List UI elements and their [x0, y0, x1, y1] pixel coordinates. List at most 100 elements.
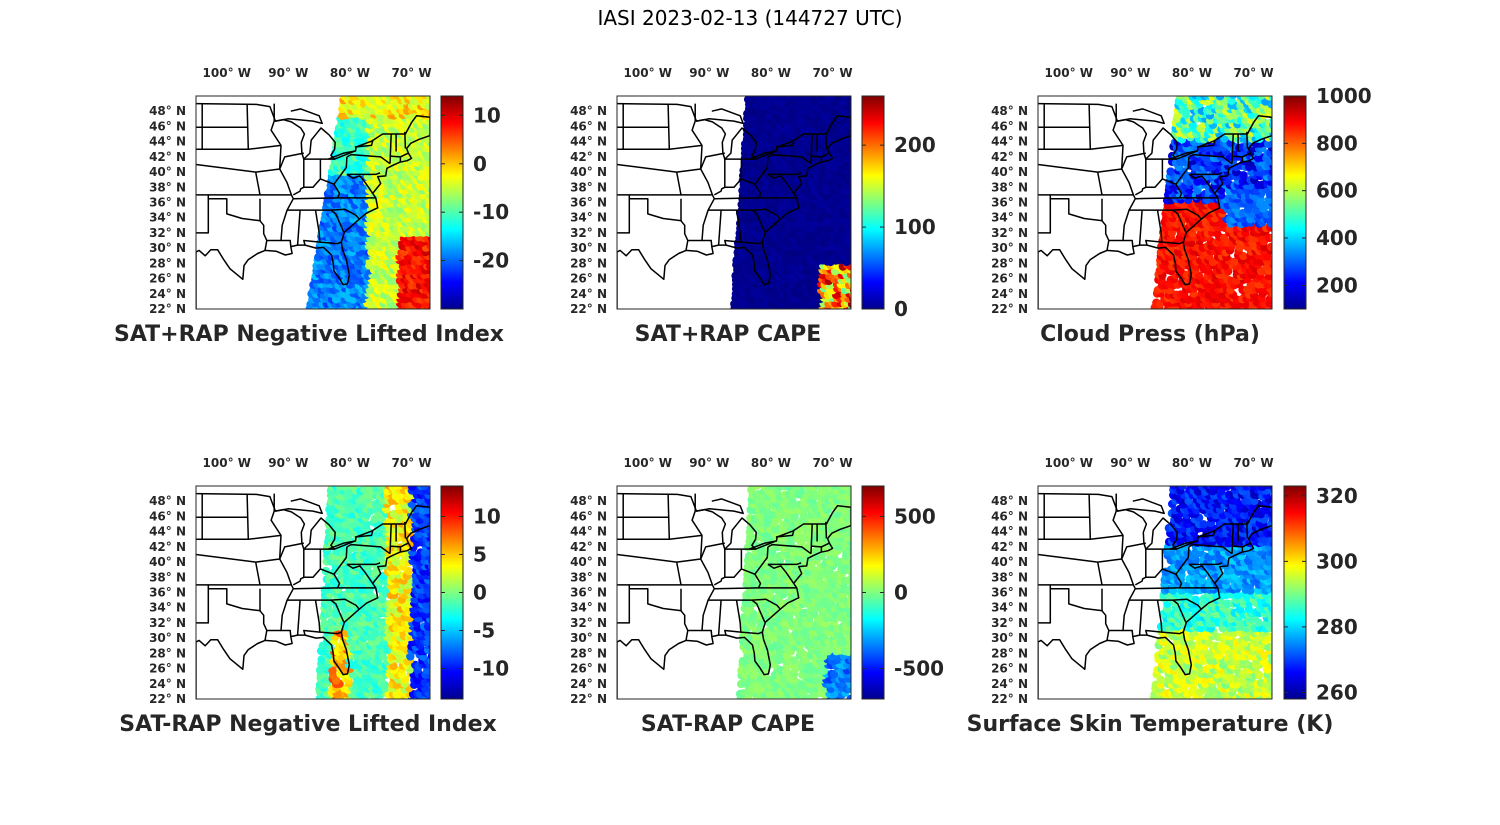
- data-point: [1192, 309, 1200, 317]
- boundary-line: [330, 209, 345, 233]
- colorbar: [1283, 95, 1307, 310]
- lat-tick-label: 28° N: [149, 646, 186, 660]
- boundary-line: [196, 584, 210, 624]
- data-point: [1269, 121, 1272, 130]
- lat-tick-label: 26° N: [570, 272, 607, 286]
- boundary-line: [208, 197, 261, 222]
- boundary-line: [1188, 173, 1216, 194]
- boundary-line: [333, 573, 341, 589]
- data-point: [363, 699, 371, 707]
- boundary-line: [196, 194, 376, 200]
- lat-tick-label: 34° N: [991, 211, 1028, 225]
- boundary-line: [330, 599, 345, 623]
- boundary-line: [825, 131, 828, 149]
- state-boundaries: [196, 102, 430, 309]
- boundary-line: [775, 140, 795, 148]
- boundary-line: [1117, 108, 1165, 125]
- panel-title: Cloud Press (hPa): [1040, 322, 1260, 347]
- lat-tick-label: 32° N: [991, 226, 1028, 240]
- colorbar-tick-label: 600: [1316, 179, 1358, 203]
- boundary-line: [346, 563, 374, 584]
- boundary-line: [196, 144, 282, 151]
- boundary-line: [275, 108, 323, 125]
- boundary-line: [346, 543, 391, 555]
- data-point: [328, 666, 337, 675]
- data-point: [382, 698, 386, 699]
- boundary-line: [751, 209, 766, 233]
- data-point: [332, 609, 341, 619]
- boundary-line: [1112, 103, 1135, 196]
- data-point: [848, 309, 856, 317]
- lat-tick-label: 44° N: [570, 135, 607, 149]
- boundary-line: [708, 208, 781, 220]
- data-point: [739, 308, 743, 309]
- lon-tick-label: 100° W: [1045, 66, 1093, 80]
- data-point: [348, 486, 357, 490]
- lat-tick-label: 40° N: [149, 555, 186, 569]
- boundary-line: [354, 530, 374, 538]
- boundary-line: [667, 127, 671, 150]
- lat-tick-label: 30° N: [149, 241, 186, 255]
- data-point: [1203, 309, 1211, 317]
- lat-tick-label: 38° N: [149, 180, 186, 194]
- boundary-line: [1038, 144, 1124, 151]
- data-point: [317, 309, 325, 317]
- data-point: [429, 103, 430, 109]
- boundary-line: [617, 152, 725, 173]
- data-point: [1169, 308, 1174, 309]
- boundary-line: [280, 198, 294, 247]
- boundary-line: [1096, 171, 1103, 196]
- boundary-line: [1050, 197, 1103, 222]
- boundary-line: [254, 171, 261, 196]
- data-point: [377, 308, 380, 309]
- boundary-line: [254, 561, 261, 586]
- boundary-line: [1101, 198, 1110, 251]
- lat-tick-label: 44° N: [149, 135, 186, 149]
- boundary-line: [1038, 194, 1218, 200]
- boundary-line: [1170, 150, 1199, 160]
- data-point: [426, 600, 430, 610]
- boundary-line: [303, 599, 321, 636]
- data-point: [813, 700, 821, 708]
- lat-tick-label: 24° N: [149, 287, 186, 301]
- data-point: [384, 699, 392, 707]
- data-point: [389, 661, 398, 671]
- lat-tick-label: 32° N: [149, 616, 186, 630]
- data-point: [320, 619, 329, 628]
- figure-title: IASI 2023-02-13 (144727 UTC): [597, 6, 903, 30]
- lat-tick-label: 22° N: [149, 692, 186, 706]
- data-point: [806, 309, 814, 317]
- data-point: [756, 308, 761, 309]
- lon-tick-label: 90° W: [689, 66, 729, 80]
- map-panel-5: 100° W 90° W 80° W 70° W48° N46° N44° N42° …: [570, 456, 944, 737]
- boundary-line: [1246, 131, 1249, 149]
- boundary-line: [680, 198, 689, 251]
- data-point: [429, 695, 430, 699]
- boundary-line: [754, 183, 762, 199]
- boundary-line: [287, 208, 360, 220]
- boundary-line: [389, 523, 392, 554]
- data-point: [403, 698, 407, 699]
- data-point: [1188, 308, 1193, 309]
- colorbar-tick-label: 5: [473, 542, 487, 566]
- boundary-line: [810, 133, 813, 164]
- panel-title: SAT+RAP CAPE: [635, 322, 822, 347]
- lat-tick-label: 22° N: [570, 302, 607, 316]
- data-point: [749, 310, 757, 318]
- lat-tick-label: 42° N: [149, 150, 186, 164]
- data-point: [850, 699, 858, 707]
- boundary-line: [767, 153, 812, 165]
- lon-tick-label: 100° W: [203, 456, 251, 470]
- boundary-line: [287, 598, 360, 610]
- boundary-line: [404, 521, 407, 539]
- data-point: [833, 699, 841, 707]
- lat-tick-label: 36° N: [991, 196, 1028, 210]
- lat-tick-label: 46° N: [991, 119, 1028, 133]
- data-point: [826, 700, 834, 708]
- boundary-line: [292, 159, 305, 196]
- data-point: [1268, 139, 1272, 148]
- data-point: [1269, 168, 1272, 177]
- data-point: [789, 700, 797, 708]
- lat-tick-label: 46° N: [149, 509, 186, 523]
- boundary-line: [629, 197, 682, 222]
